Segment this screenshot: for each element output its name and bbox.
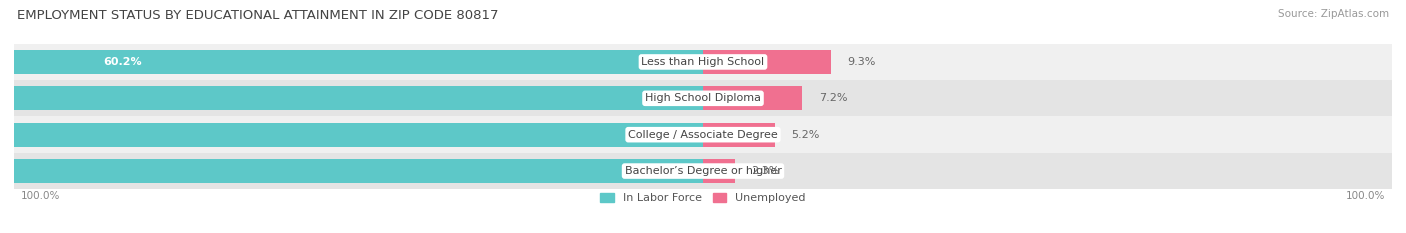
Bar xyxy=(14,80,1392,116)
Bar xyxy=(0,159,703,183)
Text: Source: ZipAtlas.com: Source: ZipAtlas.com xyxy=(1278,9,1389,19)
Bar xyxy=(703,123,775,147)
Text: 100.0%: 100.0% xyxy=(21,191,60,201)
Legend: In Labor Force, Unemployed: In Labor Force, Unemployed xyxy=(600,193,806,203)
Text: 9.3%: 9.3% xyxy=(848,57,876,67)
Text: 100.0%: 100.0% xyxy=(1346,191,1385,201)
Bar xyxy=(703,159,735,183)
Text: 60.2%: 60.2% xyxy=(103,57,142,67)
Text: Less than High School: Less than High School xyxy=(641,57,765,67)
Bar xyxy=(0,50,703,74)
Text: 7.2%: 7.2% xyxy=(818,93,848,103)
Text: 73.9%: 73.9% xyxy=(0,93,10,103)
Text: High School Diploma: High School Diploma xyxy=(645,93,761,103)
Bar xyxy=(14,116,1392,153)
Bar xyxy=(703,86,803,110)
Text: 2.3%: 2.3% xyxy=(751,166,779,176)
Text: EMPLOYMENT STATUS BY EDUCATIONAL ATTAINMENT IN ZIP CODE 80817: EMPLOYMENT STATUS BY EDUCATIONAL ATTAINM… xyxy=(17,9,498,22)
Text: College / Associate Degree: College / Associate Degree xyxy=(628,130,778,140)
Text: 5.2%: 5.2% xyxy=(792,130,820,140)
Bar xyxy=(0,123,703,147)
Bar xyxy=(0,86,703,110)
Bar xyxy=(14,44,1392,80)
Bar xyxy=(14,153,1392,189)
Bar xyxy=(703,50,831,74)
Text: Bachelor’s Degree or higher: Bachelor’s Degree or higher xyxy=(624,166,782,176)
